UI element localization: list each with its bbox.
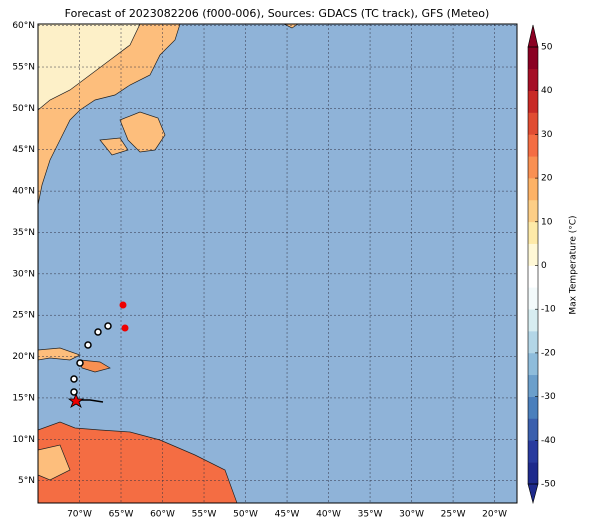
lat-label: 15°N (12, 393, 35, 403)
lat-label: 50°N (12, 104, 35, 114)
colorbar: 50 40 30 20 10 0 -10 -20 -30 -40 -50 (527, 24, 556, 505)
colorbar-tick-label: -30 (541, 392, 556, 402)
lat-label: 20°N (12, 352, 35, 362)
colorbar-band (528, 462, 538, 485)
colorbar-band (528, 396, 538, 419)
colorbar-band (528, 90, 538, 113)
colorbar-band (528, 134, 538, 157)
colorbar-band (528, 221, 538, 244)
track-markers (70, 322, 112, 396)
land (37, 23, 300, 504)
lon-label: 50°W (233, 510, 258, 520)
colorbar-band (528, 68, 538, 91)
map-frame (37, 23, 518, 504)
colorbar-band (528, 156, 538, 179)
colorbar-tick-label: 10 (541, 217, 553, 227)
lon-label: 40°W (316, 510, 341, 520)
lat-label: 25°N (12, 311, 35, 321)
lat-label: 60°N (12, 21, 35, 31)
colorbar-tick-label: -10 (541, 305, 556, 315)
colorbar-band (528, 265, 538, 288)
lon-label: 35°W (358, 510, 383, 520)
lat-label: 35°N (12, 228, 35, 238)
colorbar-band (528, 331, 538, 354)
colorbar-band (528, 440, 538, 463)
lon-label: 55°W (192, 510, 217, 520)
colorbar-band (528, 418, 538, 441)
lat-label: 40°N (12, 187, 35, 197)
track-markers-red (119, 301, 129, 332)
colorbar-tick-label: -50 (541, 480, 556, 490)
colorbar-band (528, 199, 538, 223)
colorbar-extend (527, 24, 539, 48)
colorbar-band (528, 243, 538, 266)
colorbar-band (528, 47, 538, 70)
colorbar-tick-label: 50 (541, 43, 553, 53)
lon-label: 60°W (150, 510, 175, 520)
title: Forecast of 2023082206 (f000-006), Sourc… (65, 7, 490, 20)
colorbar-label: Max Temperature (°C) (569, 215, 579, 314)
lat-label: 5°N (18, 476, 35, 486)
lon-label: 25°W (441, 510, 466, 520)
storm-position (67, 392, 85, 408)
colorbar-tick-label: -40 (541, 436, 556, 446)
colorbar-tick-label: 20 (541, 174, 553, 184)
colorbar-extend (527, 483, 539, 505)
lat-label: 45°N (12, 145, 35, 155)
ocean (38, 24, 517, 503)
colorbar-band (528, 178, 538, 201)
lat-label: 30°N (12, 269, 35, 279)
lon-label: 20°W (482, 510, 507, 520)
colorbar-tick-label: -20 (541, 348, 556, 358)
colorbar-tick-label: 0 (541, 261, 547, 271)
lon-label: 65°W (109, 510, 134, 520)
colorbar-tick-label: 30 (541, 130, 553, 140)
lat-label: 55°N (12, 63, 35, 73)
lon-label: 30°W (399, 510, 424, 520)
lon-label: 70°W (67, 510, 92, 520)
colorbar-tick-label: 40 (541, 86, 553, 96)
colorbar-band (528, 374, 538, 397)
colorbar-band (528, 287, 538, 310)
colorbar-band (528, 352, 538, 376)
colorbar-band (528, 112, 538, 135)
colorbar-band (528, 309, 538, 332)
lat-label: 10°N (12, 435, 35, 445)
lon-label: 45°W (275, 510, 300, 520)
